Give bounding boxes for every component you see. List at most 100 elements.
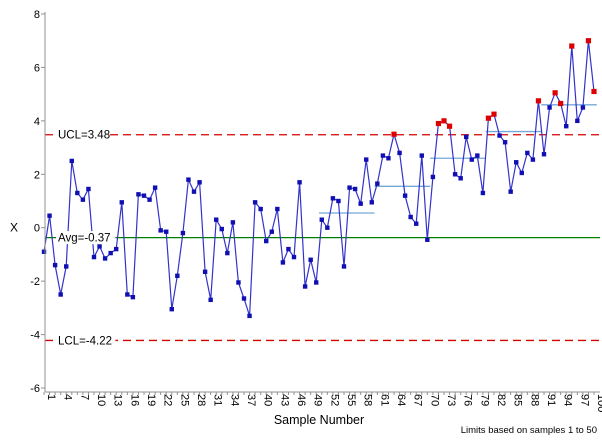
- ucl-label-bg: [56, 128, 109, 142]
- data-point-marker: [214, 217, 219, 222]
- data-point-marker: [358, 201, 363, 206]
- ucl-label: UCL=3.48: [58, 130, 110, 142]
- data-point-marker-out-of-control: [552, 90, 558, 96]
- data-point-marker: [152, 185, 158, 190]
- data-point-marker: [475, 153, 480, 158]
- data-point-marker: [497, 133, 502, 138]
- avg-label-bg: [56, 231, 116, 245]
- x-tick-label: 19: [145, 394, 157, 406]
- data-point-marker: [464, 134, 469, 140]
- data-point-marker: [58, 292, 63, 297]
- data-point-marker-out-of-control: [591, 88, 597, 95]
- data-point-marker: [52, 262, 58, 268]
- x-tick-label: 43: [278, 394, 290, 406]
- y-tick-label: -4: [30, 330, 40, 342]
- data-point-marker: [480, 190, 486, 196]
- data-point-marker-out-of-control: [569, 43, 575, 49]
- x-tick-label: 34: [228, 394, 240, 406]
- x-tick-label: 85: [512, 394, 524, 406]
- data-point-marker: [347, 185, 352, 190]
- x-tick-label: 25: [178, 394, 190, 406]
- data-point-marker: [164, 229, 169, 234]
- data-point-marker: [330, 196, 336, 201]
- data-point-marker: [119, 200, 124, 205]
- data-point-marker: [325, 225, 330, 230]
- data-point-marker: [241, 296, 247, 301]
- data-point-marker: [386, 156, 391, 161]
- data-point-marker: [208, 297, 213, 303]
- limits-footnote: Limits based on samples 1 to 50: [461, 425, 597, 436]
- x-tick-label: 55: [345, 394, 357, 406]
- y-tick-label: 4: [34, 116, 40, 128]
- data-point-marker: [336, 198, 341, 204]
- data-point-marker: [264, 238, 269, 244]
- data-point-marker: [525, 150, 530, 156]
- x-tick-label: 97: [578, 394, 590, 406]
- data-point-marker: [541, 152, 547, 157]
- data-point-marker: [186, 177, 191, 182]
- data-point-marker: [319, 217, 324, 222]
- y-tick-label: 2: [34, 169, 40, 181]
- data-point-marker: [425, 237, 430, 242]
- data-point-marker: [375, 181, 380, 186]
- data-point-marker: [75, 190, 80, 196]
- x-tick-label: 22: [162, 394, 174, 406]
- x-tick-label: 79: [478, 394, 490, 406]
- x-tick-label: 31: [212, 394, 224, 406]
- lcl-label-bg: [56, 333, 116, 347]
- data-point-marker: [125, 292, 130, 297]
- data-point-marker: [397, 150, 402, 156]
- y-axis-title: X: [10, 221, 18, 235]
- x-tick-label: 70: [428, 394, 440, 406]
- data-point-marker: [458, 176, 463, 181]
- data-point-marker: [91, 254, 97, 260]
- data-point-marker: [352, 186, 358, 192]
- data-point-marker: [108, 250, 113, 256]
- y-tick-label: 0: [34, 223, 40, 235]
- data-point-marker: [136, 192, 141, 197]
- x-tick-label: 49: [312, 394, 324, 406]
- x-tick-label: 73: [445, 394, 457, 406]
- x-tick-label: 10: [95, 394, 107, 406]
- x-tick-label: 58: [362, 394, 374, 406]
- data-point-marker: [258, 206, 263, 212]
- data-point-marker: [41, 249, 47, 254]
- data-point-marker: [430, 174, 436, 180]
- data-point-marker: [514, 160, 519, 165]
- y-tick-label: 6: [34, 62, 40, 74]
- data-point-marker: [369, 200, 374, 205]
- x-axis-title: Sample Number: [274, 413, 364, 427]
- data-point-marker: [314, 280, 319, 285]
- data-point-marker: [180, 230, 186, 236]
- data-point-marker: [364, 157, 369, 162]
- x-tick-label: 7: [78, 394, 90, 400]
- y-tick-label: -6: [30, 383, 40, 395]
- data-point-marker: [302, 284, 308, 289]
- data-point-marker: [452, 172, 458, 177]
- data-point-marker: [247, 313, 252, 319]
- x-tick-label: 82: [495, 394, 507, 406]
- data-point-marker: [80, 197, 86, 202]
- data-point-marker: [86, 186, 91, 192]
- data-point-marker-out-of-control: [441, 118, 447, 124]
- data-point-marker: [225, 250, 230, 256]
- data-point-marker: [508, 189, 513, 194]
- data-point-marker: [286, 246, 291, 252]
- data-point-marker: [280, 260, 286, 265]
- data-point-marker-out-of-control: [435, 120, 442, 127]
- data-point-marker: [114, 246, 119, 252]
- data-point-marker: [402, 193, 408, 198]
- data-point-marker: [69, 158, 74, 164]
- data-point-marker: [202, 269, 208, 274]
- series-line: [43, 40, 595, 317]
- data-point-marker: [191, 189, 197, 194]
- data-point-marker: [419, 153, 424, 158]
- y-tick-label: -2: [30, 276, 40, 288]
- data-point-marker-out-of-control: [485, 115, 492, 121]
- x-tick-label: 13: [112, 394, 124, 406]
- lcl-label: LCL=-4.22: [58, 335, 112, 347]
- data-point-marker: [141, 193, 147, 198]
- data-point-marker-out-of-control: [446, 123, 453, 129]
- data-point-marker-out-of-control: [585, 38, 592, 44]
